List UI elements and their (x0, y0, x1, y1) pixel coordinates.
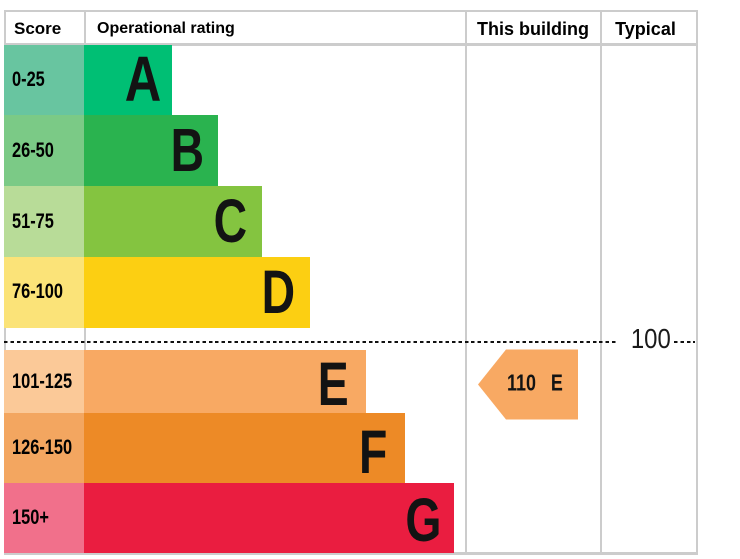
svg-text:110 E: 110 E (507, 371, 563, 397)
